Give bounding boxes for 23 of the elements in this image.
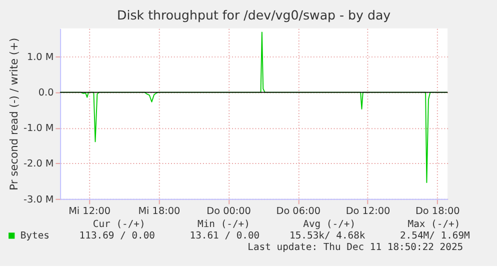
text: 13.61 / 0.00 — [190, 230, 260, 242]
y-tick-label: 1.0 M — [26, 52, 54, 64]
x-tick-label: Do 06:00 — [276, 206, 321, 217]
y-axis-title: Pr second read (-) / write (+) — [8, 38, 21, 190]
text: 113.69 / 0.00 — [79, 230, 156, 242]
y-tick-label: -3.0 M — [23, 194, 54, 206]
text: Cur (-/+) — [92, 218, 146, 230]
text: 15.53k/ 4.68k — [290, 230, 366, 242]
text: Last update: Thu Dec 11 18:50:22 2025 — [248, 242, 464, 254]
x-tick-label: Do 00:00 — [206, 206, 251, 217]
y-tick-label: -2.0 M — [23, 158, 54, 170]
text: Max (-/+) — [408, 218, 460, 230]
legend-label: Bytes — [20, 230, 50, 242]
x-tick-label: Mi 18:00 — [138, 206, 180, 217]
text: Avg (-/+) — [303, 218, 356, 230]
chart-title: Disk throughput for /dev/vg0/swap - by day — [117, 8, 392, 23]
y-tick-label: 0.0 — [38, 88, 54, 99]
y-tick-label: -1.0 M — [23, 123, 54, 134]
x-tick-label: Mi 12:00 — [68, 206, 111, 217]
x-tick-label: Do 12:00 — [346, 206, 390, 217]
text: 2.54M/ 1.69M — [400, 230, 470, 242]
text: Min (-/+) — [198, 218, 250, 230]
x-tick-label: Do 18:00 — [415, 206, 460, 217]
